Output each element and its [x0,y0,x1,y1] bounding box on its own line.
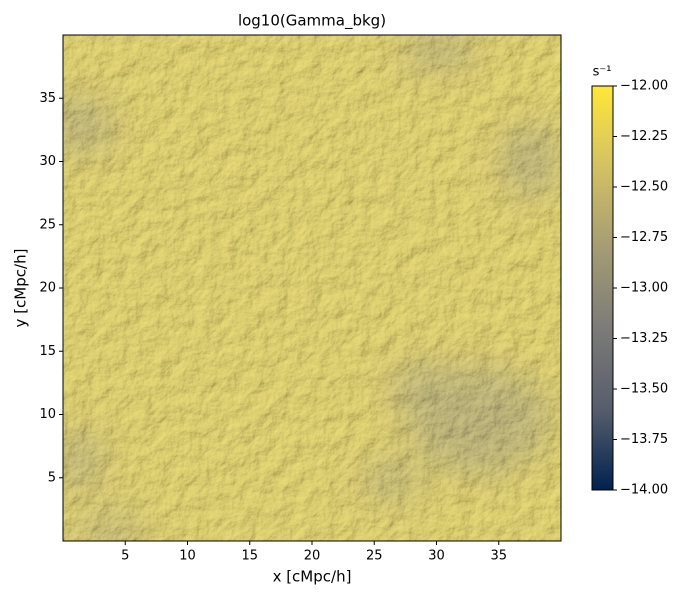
colorbar-tick-label: −13.00 [620,281,668,296]
colorbar-tick-label: −13.25 [620,331,668,346]
colorbar [591,85,614,491]
colorbar-tick-label: −13.50 [620,382,668,397]
x-axis-label: x [cMpc/h] [273,568,352,586]
x-tick-label: 20 [304,549,321,564]
y-axis-label: y [cMpc/h] [12,249,30,328]
colorbar-label: s⁻¹ [593,65,612,80]
colorbar-tick-label: −13.75 [620,432,668,447]
y-tick-label: 30 [39,154,56,169]
x-tick-label: 15 [241,549,258,564]
x-tick-label: 30 [428,549,445,564]
x-tick-label: 10 [179,549,196,564]
chart-title: log10(Gamma_bkg) [238,12,386,31]
colorbar-tick-label: −12.00 [620,79,668,94]
y-tick-label: 20 [39,281,56,296]
y-tick-label: 5 [48,470,56,485]
colorbar-tick-label: −12.25 [620,129,668,144]
x-tick-label: 35 [490,549,507,564]
y-tick-label: 35 [39,91,56,106]
x-tick-label: 25 [366,549,383,564]
y-tick-label: 15 [39,344,56,359]
colorbar-tick-label: −12.50 [620,180,668,195]
y-tick-label: 25 [39,217,56,232]
x-tick-label: 5 [121,549,129,564]
colorbar-tick-label: −12.75 [620,230,668,245]
y-tick-label: 10 [39,407,56,422]
colorbar-tick-label: −14.00 [620,483,668,498]
heatmap-image [63,35,561,541]
